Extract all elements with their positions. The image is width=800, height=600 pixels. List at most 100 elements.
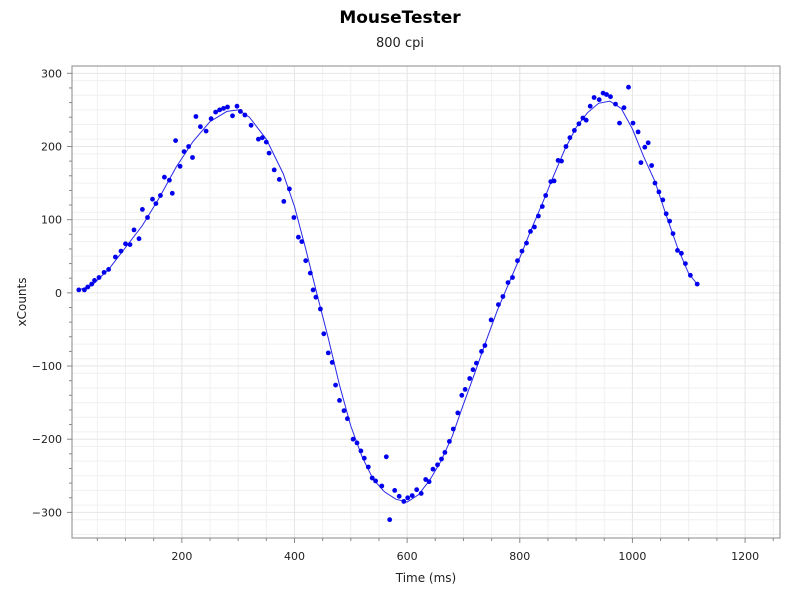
data-point bbox=[496, 302, 501, 307]
data-point bbox=[217, 107, 223, 113]
data-point bbox=[447, 439, 452, 444]
data-point bbox=[392, 488, 398, 493]
x-axis-label: Time (ms) bbox=[395, 571, 457, 585]
data-point bbox=[543, 193, 549, 198]
data-point bbox=[409, 493, 415, 498]
data-point bbox=[635, 129, 641, 135]
data-point bbox=[303, 258, 309, 264]
data-point bbox=[291, 215, 297, 220]
data-point bbox=[92, 278, 97, 283]
data-point bbox=[193, 114, 199, 119]
data-point bbox=[613, 101, 618, 107]
grid bbox=[72, 65, 780, 538]
data-point bbox=[365, 464, 371, 470]
data-point bbox=[383, 454, 389, 460]
y-tick-label: −300 bbox=[32, 506, 62, 519]
data-point bbox=[621, 105, 627, 111]
data-point bbox=[225, 104, 230, 110]
data-point bbox=[276, 177, 282, 182]
data-point bbox=[221, 106, 226, 111]
x-tick-label: 400 bbox=[284, 550, 305, 563]
data-point bbox=[414, 487, 420, 493]
data-point bbox=[459, 392, 465, 398]
data-point bbox=[524, 240, 529, 246]
data-point bbox=[532, 224, 537, 230]
y-axis-label: xCounts bbox=[15, 278, 29, 327]
data-point bbox=[435, 462, 440, 468]
fit-line bbox=[78, 100, 698, 503]
data-point bbox=[76, 287, 82, 293]
data-point bbox=[379, 483, 385, 489]
data-point bbox=[150, 196, 155, 202]
data-point bbox=[266, 150, 272, 156]
data-point bbox=[345, 416, 350, 422]
data-point bbox=[474, 360, 479, 366]
data-point bbox=[213, 109, 219, 115]
data-point bbox=[608, 94, 613, 100]
series-line bbox=[78, 100, 698, 503]
y-tick-label: 100 bbox=[41, 214, 62, 227]
data-point bbox=[442, 450, 448, 455]
x-tick-label: 800 bbox=[509, 550, 530, 563]
data-point bbox=[101, 270, 107, 275]
chart-subtitle: 800 cpi bbox=[376, 36, 424, 51]
data-point bbox=[89, 281, 95, 287]
data-point bbox=[387, 517, 393, 523]
x-tick-label: 1000 bbox=[618, 550, 646, 563]
data-point bbox=[333, 382, 338, 388]
data-point bbox=[510, 275, 515, 280]
data-point bbox=[482, 343, 488, 348]
data-point bbox=[208, 116, 214, 122]
data-point bbox=[190, 155, 195, 160]
data-point bbox=[439, 456, 444, 462]
data-point bbox=[281, 199, 287, 204]
data-point bbox=[539, 204, 545, 209]
data-point bbox=[587, 103, 593, 109]
data-point bbox=[401, 499, 407, 504]
chart-title: MouseTester bbox=[339, 8, 461, 28]
data-point bbox=[450, 426, 456, 432]
data-point bbox=[536, 213, 541, 219]
x-tick-label: 200 bbox=[171, 550, 192, 563]
data-point bbox=[563, 144, 569, 149]
data-point bbox=[350, 436, 356, 442]
data-point bbox=[361, 455, 367, 461]
data-point bbox=[145, 215, 150, 220]
data-point bbox=[181, 149, 187, 155]
data-point bbox=[418, 491, 424, 496]
data-point bbox=[96, 275, 102, 280]
data-point bbox=[131, 227, 137, 233]
data-point bbox=[667, 218, 672, 224]
data-point bbox=[358, 448, 364, 454]
data-point bbox=[515, 258, 520, 264]
data-point bbox=[670, 231, 676, 237]
data-point bbox=[630, 120, 636, 126]
data-point bbox=[230, 113, 235, 119]
data-point bbox=[238, 109, 243, 114]
data-point bbox=[688, 272, 693, 278]
data-point bbox=[470, 367, 476, 373]
plot-border bbox=[71, 65, 781, 539]
data-point bbox=[559, 158, 564, 164]
data-point bbox=[136, 236, 142, 242]
data-point bbox=[423, 477, 429, 482]
data-point bbox=[528, 229, 533, 234]
data-point bbox=[694, 281, 700, 287]
data-point bbox=[479, 349, 484, 354]
data-point bbox=[652, 180, 658, 186]
data-point bbox=[167, 177, 172, 183]
y-tick-label: 300 bbox=[41, 67, 62, 80]
axes: 200 400 600 800 1000 1200 −300 −200 −100 0 100 200 3… bbox=[32, 65, 781, 563]
data-point bbox=[153, 201, 159, 207]
data-point bbox=[462, 387, 468, 392]
data-point bbox=[248, 122, 254, 128]
data-point bbox=[234, 103, 240, 109]
data-point bbox=[596, 97, 602, 103]
data-point bbox=[679, 250, 684, 256]
data-point bbox=[296, 234, 301, 240]
data-point bbox=[645, 140, 651, 146]
data-point bbox=[467, 376, 473, 381]
data-point bbox=[329, 360, 335, 365]
data-point bbox=[318, 306, 323, 312]
